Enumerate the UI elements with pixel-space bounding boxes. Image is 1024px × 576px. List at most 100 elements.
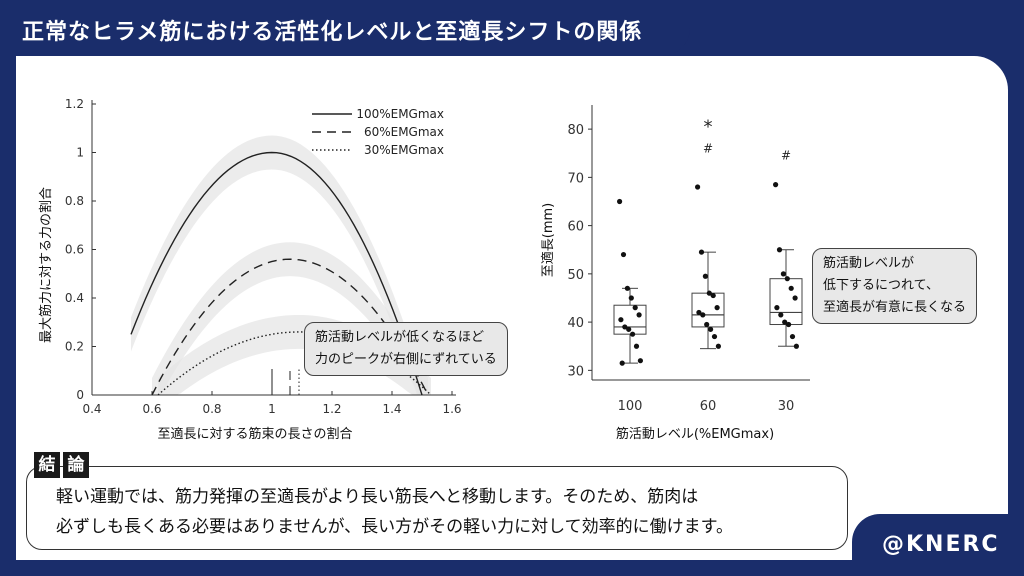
data-points [617, 182, 799, 366]
significance-mark: * [704, 116, 713, 137]
data-point [626, 326, 632, 332]
y-tick-label: 0.6 [65, 243, 84, 257]
x-tick-label: 0.4 [82, 402, 101, 416]
data-point [793, 343, 799, 349]
x-tick-label: 0.6 [142, 402, 161, 416]
y-axis-label: 至適長(mm) [540, 203, 556, 277]
significance-marks: * # # [703, 116, 791, 162]
legend-label-0: 100%EMGmax [356, 107, 444, 121]
y-tick-label: 80 [567, 123, 584, 138]
y-tick-label: 40 [567, 316, 584, 331]
data-point [637, 358, 643, 364]
conclusion-line-2: 必ずしも長くある必要はありませんが、長い方がその軽い力に対して効率的に働けます。 [56, 517, 733, 537]
data-point [788, 285, 794, 291]
y-tick-label: 0.8 [65, 194, 84, 208]
left-axes: 0.4 0.6 0.8 1 1.2 1.4 1.6 0 0.2 0.4 0.6 0.8 1 1.2 [65, 97, 462, 416]
data-point [782, 319, 788, 325]
conclusion-tag-1: 結 [34, 452, 60, 478]
curve-dotted [157, 331, 432, 396]
data-point [628, 295, 634, 301]
data-point [617, 198, 623, 205]
data-point [786, 321, 792, 328]
data-point [636, 312, 642, 318]
curve-dashed [151, 258, 429, 396]
data-point [711, 333, 718, 340]
right-callout-line2: 低下するにつれて、 [823, 278, 939, 293]
x-tick-label: 1 [268, 402, 276, 416]
data-point [780, 271, 786, 277]
significance-mark: # [781, 149, 791, 163]
data-point [624, 285, 630, 291]
data-point [702, 273, 708, 279]
significance-mark: # [703, 141, 713, 155]
legend-label-2: 30%EMGmax [364, 143, 444, 157]
right-axes: 30 40 50 60 70 80 100 60 30 [567, 105, 810, 414]
data-point [776, 247, 783, 253]
y-tick-label: 30 [567, 364, 584, 379]
data-point [789, 333, 796, 340]
y-tick-label: 70 [567, 171, 584, 186]
curve-lines [130, 151, 432, 396]
data-point [704, 321, 710, 328]
conclusion-tag: 結 論 [34, 452, 89, 478]
conclusion-tag-2: 論 [63, 452, 89, 478]
box [769, 278, 803, 326]
right-callout: 筋活動レベルが 低下するにつれて、 至適長が有意に長くなる [812, 248, 978, 324]
x-tick-label: 30 [778, 399, 795, 414]
left-callout-line1: 筋活動レベルが低くなるほど [315, 330, 485, 345]
force-length-chart: 0.4 0.6 0.8 1 1.2 1.4 1.6 0 0.2 0.4 0.6 0.8 1 1.2 100… [38, 97, 462, 442]
band-1 [152, 242, 428, 395]
boxplots [613, 249, 803, 364]
data-point [708, 326, 714, 332]
x-tick-label: 60 [700, 399, 717, 414]
y-tick-label: 0.4 [65, 291, 84, 305]
x-tick-label: 1.6 [442, 402, 461, 416]
data-point [778, 312, 784, 318]
title-bar: 正常なヒラメ筋における活性化レベルと至適長シフトの関係 [0, 0, 690, 56]
data-point [784, 276, 790, 282]
data-point [620, 251, 627, 258]
data-point [710, 292, 716, 299]
data-point [622, 324, 628, 330]
data-point [619, 360, 625, 366]
data-point [773, 182, 779, 188]
curve-solid [130, 151, 423, 396]
data-point [774, 305, 780, 311]
data-point [714, 305, 720, 311]
y-tick-label: 50 [567, 268, 584, 283]
data-point [632, 305, 638, 311]
page-title: 正常なヒラメ筋における活性化レベルと至適長シフトの関係 [22, 20, 643, 45]
right-callout-line3: 至適長が有意に長くなる [823, 300, 967, 315]
conclusion-box [26, 466, 848, 550]
y-tick-label: 0 [76, 388, 84, 402]
x-tick-label: 0.8 [202, 402, 221, 416]
data-point [633, 343, 640, 349]
conclusion-text: 軽い運動では、筋力発揮の至適長がより長い筋長へと移動します。そのため、筋肉は 必… [56, 482, 733, 542]
y-tick-label: 0.2 [65, 340, 84, 354]
conclusion-line-1: 軽い運動では、筋力発揮の至適長がより長い筋長へと移動します。そのため、筋肉は [56, 487, 699, 507]
x-axis-label: 筋活動レベル(%EMGmax) [616, 426, 774, 442]
y-tick-label: 60 [567, 220, 584, 235]
box [691, 292, 725, 328]
legend-label-1: 60%EMGmax [364, 125, 444, 139]
brand-label: @KNERC [882, 532, 1000, 557]
brand-box [852, 514, 1024, 576]
data-point [630, 331, 636, 337]
left-callout: 筋活動レベルが低くなるほど 力のピークが右側にずれている [304, 322, 508, 376]
data-point [715, 343, 721, 349]
x-tick-label: 1.4 [382, 402, 401, 416]
y-tick-label: 1 [76, 146, 84, 160]
data-point [792, 295, 798, 301]
data-point [700, 312, 706, 318]
data-point [618, 317, 624, 323]
data-point [696, 309, 702, 316]
band-0 [131, 135, 422, 395]
y-axis-label: 最大筋力に対する力の割合 [38, 187, 54, 343]
left-callout-line2: 力のピークが右側にずれている [315, 352, 497, 367]
x-tick-label: 100 [618, 399, 643, 414]
data-point [706, 290, 712, 296]
legend: 100%EMGmax 60%EMGmax 30%EMGmax [312, 107, 444, 157]
x-axis-label: 至適長に対する筋束の長さの割合 [157, 426, 352, 442]
y-tick-label: 1.2 [65, 97, 84, 111]
